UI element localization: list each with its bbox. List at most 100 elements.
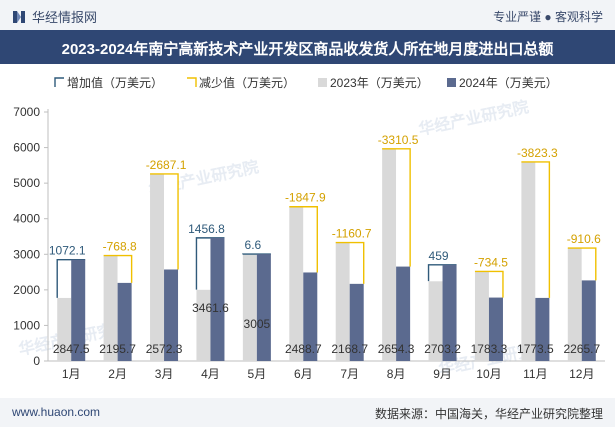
bar-2024 — [71, 259, 86, 361]
y-tick-label: 5000 — [13, 176, 40, 190]
x-tick-label: 8月 — [387, 367, 406, 381]
decrease-label: -2687.1 — [146, 158, 187, 172]
legend-swatch-decrease-border — [187, 77, 197, 87]
value-label-2024: 2195.7 — [99, 342, 136, 356]
value-label-2024: 2847.5 — [53, 342, 90, 356]
bar-2023 — [382, 148, 397, 361]
bar-2024 — [488, 297, 503, 361]
decrease-box-border — [382, 148, 411, 267]
legend-label-inc: 增加值（万美元） — [67, 75, 163, 90]
decrease-box-border — [474, 270, 504, 298]
decrease-box — [164, 173, 179, 270]
increase-label: 1072.1 — [49, 244, 86, 258]
decrease-box — [535, 161, 550, 298]
top-bar: 华经情报网 专业严谨 ● 客观科学 — [0, 0, 615, 30]
increase-box-border — [427, 264, 457, 282]
watermark-text: 华经产业研究院 — [417, 97, 531, 139]
increase-label: 1456.8 — [188, 222, 225, 236]
value-label-2024: 3005 — [244, 317, 271, 331]
bar-2023 — [289, 206, 304, 361]
x-tick-label: 2月 — [108, 367, 127, 381]
bar-2024 — [581, 280, 596, 361]
x-tick-label: 10月 — [476, 367, 501, 381]
y-tick-label: 3000 — [13, 247, 40, 261]
increase-box — [428, 264, 443, 282]
decrease-box — [349, 242, 364, 284]
bar-2024 — [117, 282, 132, 361]
increase-box — [57, 259, 72, 298]
value-label-2024: 1783.3 — [471, 342, 508, 356]
bar-2023 — [335, 242, 350, 361]
decrease-box — [488, 271, 503, 298]
decrease-box — [303, 206, 318, 273]
increase-label: 459 — [429, 249, 449, 263]
value-label-2024: 2168.7 — [331, 342, 368, 356]
decrease-label: -734.5 — [474, 255, 508, 269]
increase-label: 6.6 — [245, 238, 262, 252]
bar-2023 — [242, 254, 257, 361]
brand: 华经情报网 — [12, 7, 97, 26]
bar-2023 — [103, 255, 118, 361]
value-label-2024: 1773.5 — [517, 342, 554, 356]
y-tick-label: 0 — [33, 354, 40, 368]
legend-swatch-increase — [55, 78, 64, 87]
legend-swatch-y24 — [447, 78, 456, 87]
bar-2024 — [256, 254, 271, 361]
legend-swatch-y23 — [318, 78, 327, 87]
x-tick-label: 7月 — [340, 367, 359, 381]
brand-logo-icon — [13, 11, 25, 23]
bar-2024 — [210, 237, 225, 361]
decrease-label: -1847.9 — [285, 191, 326, 205]
bar-2023 — [521, 161, 536, 361]
value-label-2024: 2654.3 — [378, 342, 415, 356]
y-tick-label: 4000 — [13, 212, 40, 226]
decrease-label: -1160.7 — [332, 227, 372, 241]
decrease-label: -3310.5 — [378, 133, 419, 147]
legend-label-dec: 减少值（万美元） — [199, 75, 295, 90]
legend-swatch-decrease — [187, 78, 196, 87]
bar-2023 — [57, 297, 72, 361]
decrease-box-border — [150, 173, 179, 270]
bar-2023 — [474, 271, 489, 361]
increase-box — [196, 237, 211, 290]
decrease-box-border — [289, 206, 318, 273]
site-url[interactable]: www.huaon.com — [12, 405, 101, 419]
decrease-box-border — [335, 241, 365, 284]
legend-swatch-increase-border — [54, 77, 64, 87]
decrease-box-border — [567, 247, 597, 281]
legend-label-y24: 2024年（万美元） — [459, 76, 558, 90]
value-label-2024: 2265.7 — [563, 342, 600, 356]
bar-2024 — [164, 269, 179, 361]
legend-label-y23: 2023年（万美元） — [330, 76, 429, 90]
decrease-box-border — [521, 161, 551, 298]
increase-box-border — [56, 259, 86, 298]
data-source: 数据来源：中国海关，华经产业研究院整理 — [374, 407, 603, 421]
bar-2024 — [396, 266, 411, 361]
decrease-label: -768.8 — [103, 240, 137, 254]
bar-2024 — [535, 297, 550, 361]
y-tick-label: 7000 — [13, 105, 40, 119]
decrease-box — [396, 148, 411, 267]
bar-2024 — [303, 272, 318, 361]
value-label-2024: 2572.3 — [146, 342, 183, 356]
x-tick-label: 3月 — [155, 367, 174, 381]
y-tick-label: 1000 — [13, 318, 40, 332]
x-tick-label: 5月 — [248, 367, 267, 381]
decrease-box-border — [103, 254, 133, 283]
bar-2023 — [567, 248, 582, 361]
y-tick-label: 2000 — [13, 283, 40, 297]
bar-2023 — [196, 289, 211, 361]
x-tick-label: 9月 — [433, 367, 452, 381]
value-label-2024: 2703.2 — [424, 342, 461, 356]
value-label-2024: 2488.7 — [285, 342, 322, 356]
value-label-2024: 3461.6 — [192, 301, 229, 315]
decrease-label: -3823.3 — [517, 146, 558, 160]
x-tick-label: 11月 — [523, 367, 547, 381]
y-tick-label: 6000 — [13, 141, 40, 155]
decrease-label: -910.6 — [567, 232, 601, 246]
bar-2023 — [150, 173, 165, 361]
tagline: 专业严谨 ● 客观科学 — [493, 10, 603, 24]
x-tick-label: 6月 — [294, 367, 313, 381]
